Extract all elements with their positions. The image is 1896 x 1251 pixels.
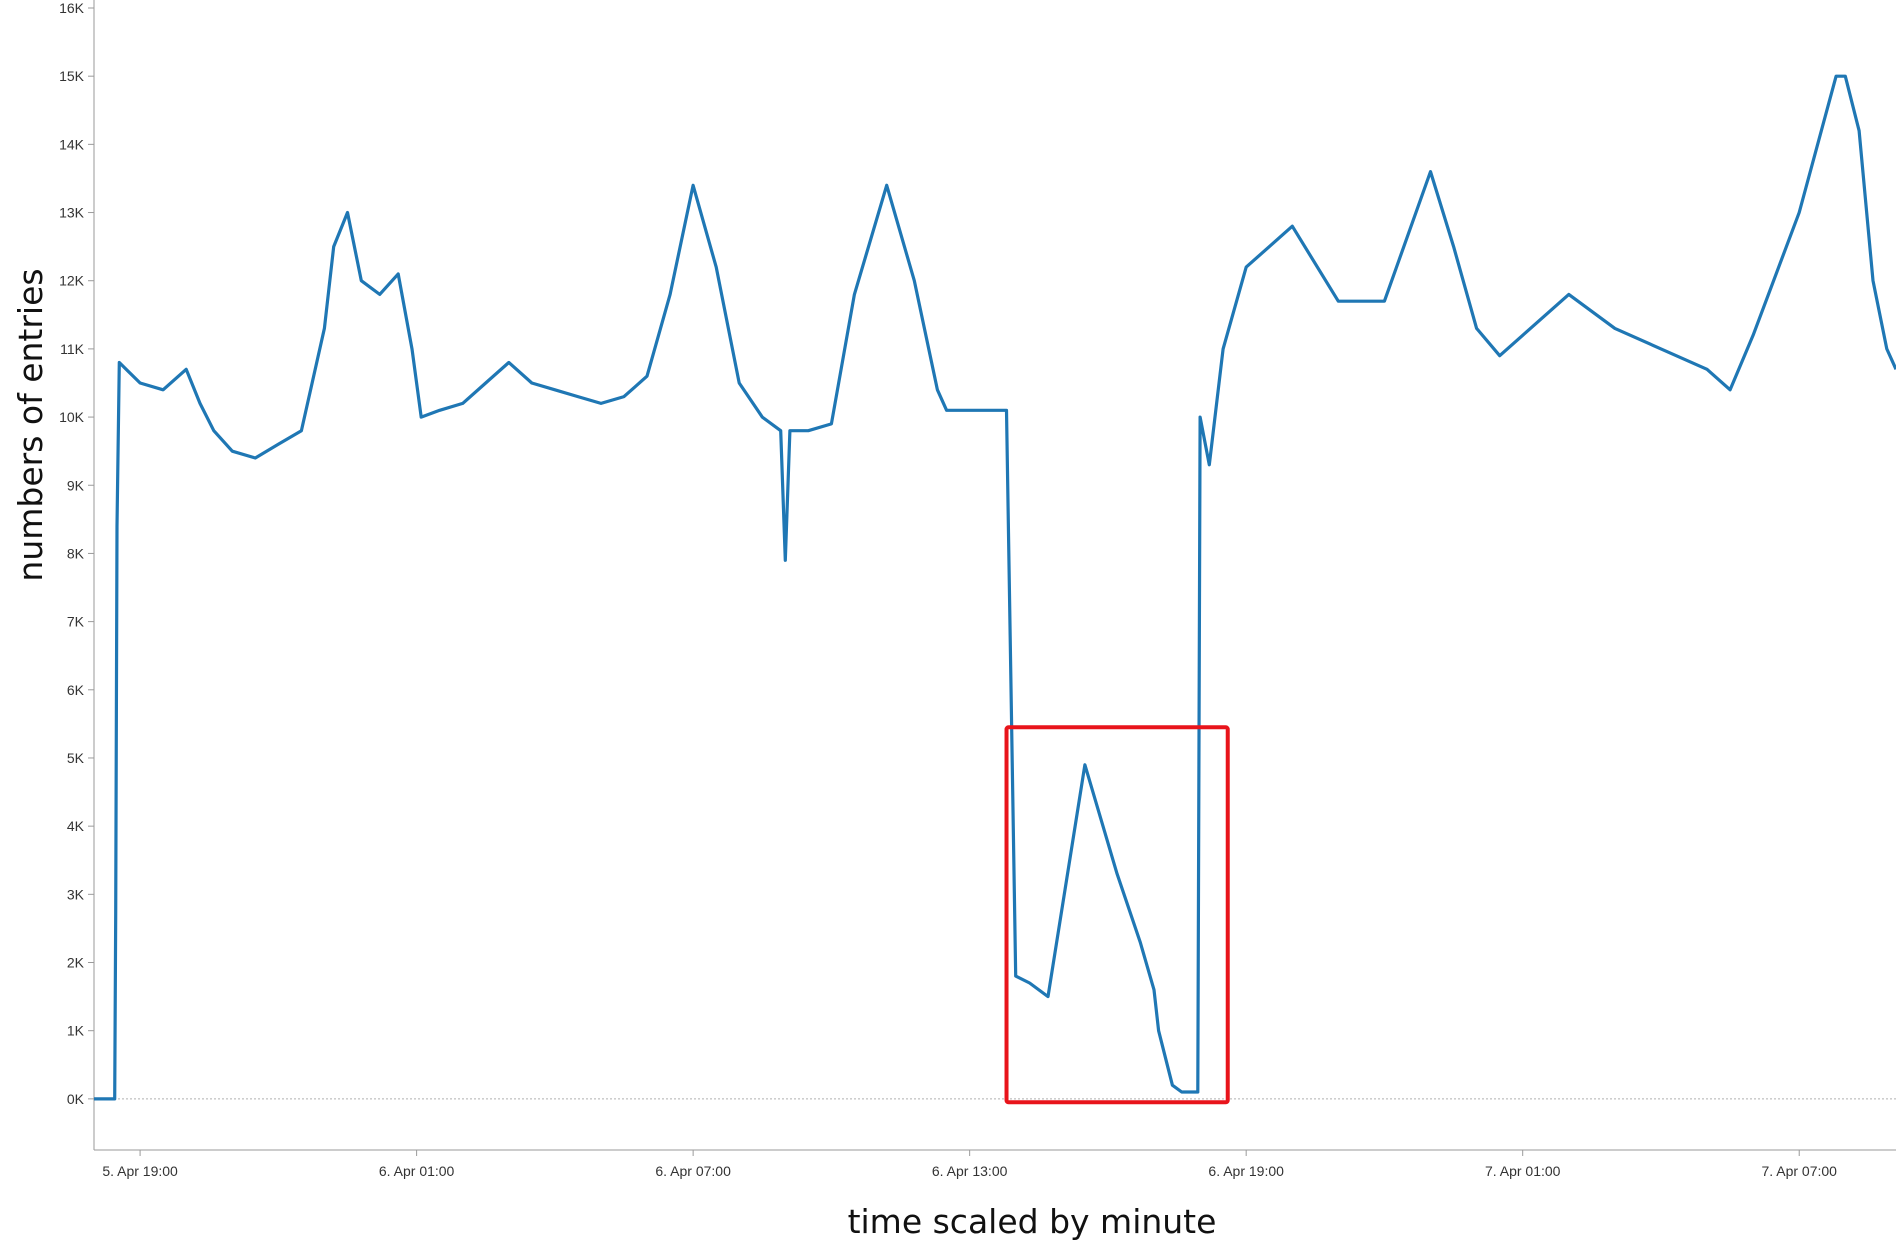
y-tick-label: 13K	[59, 205, 85, 221]
x-tick-label: 6. Apr 07:00	[655, 1163, 731, 1179]
y-tick-label: 2K	[67, 955, 85, 971]
y-tick-label: 12K	[59, 273, 85, 289]
y-tick-label: 6K	[67, 682, 85, 698]
x-tick-label: 6. Apr 19:00	[1208, 1163, 1284, 1179]
series-line	[94, 74, 1896, 1101]
x-tick-label: 5. Apr 19:00	[102, 1163, 178, 1179]
y-tick-label: 0K	[67, 1091, 85, 1107]
x-axis-ticks: 5. Apr 19:00 6. Apr 01:00 6. Apr 07:00 6. A…	[102, 1150, 1837, 1179]
y-tick-label: 7K	[67, 614, 85, 630]
y-tick-label: 16K	[59, 0, 85, 16]
y-axis-title: numbers of entries	[11, 268, 50, 581]
y-tick-label: 10K	[59, 409, 85, 425]
y-tick-label: 4K	[67, 818, 85, 834]
y-tick-label: 14K	[59, 136, 85, 152]
x-tick-label: 6. Apr 13:00	[932, 1163, 1008, 1179]
y-tick-label: 8K	[67, 545, 85, 561]
x-axis-title: time scaled by minute	[848, 1202, 1217, 1241]
y-axis-ticks: 0K 1K 2K 3K 4K 5K 6K 7K 8K 9K 10K 11K 12K 13K 14K 15K 16…	[59, 0, 94, 1107]
y-tick-label: 3K	[67, 886, 85, 902]
y-tick-label: 1K	[67, 1023, 85, 1039]
x-tick-label: 6. Apr 01:00	[379, 1163, 455, 1179]
y-tick-label: 15K	[59, 68, 85, 84]
y-tick-label: 11K	[60, 341, 85, 357]
x-tick-label: 7. Apr 01:00	[1485, 1163, 1561, 1179]
x-tick-label: 7. Apr 07:00	[1761, 1163, 1837, 1179]
y-tick-label: 9K	[67, 477, 85, 493]
highlight-box	[1004, 725, 1230, 1105]
y-tick-label: 5K	[67, 750, 85, 766]
